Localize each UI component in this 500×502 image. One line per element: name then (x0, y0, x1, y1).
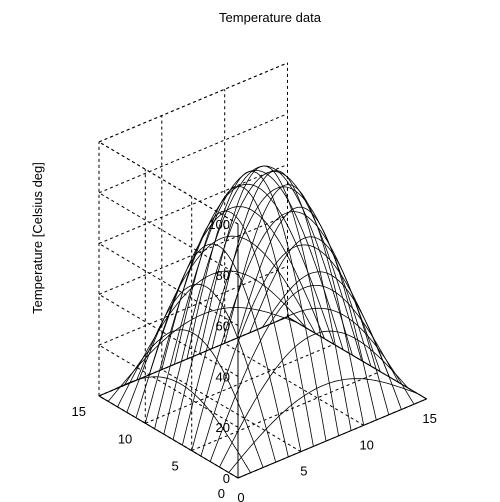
mesh-line-x (148, 243, 289, 457)
x-gridline (224, 342, 364, 426)
mesh-line-x (123, 329, 264, 468)
tick-labels: 0 20 40 60 80 100 0 5 10 15 0 5 10 15 (72, 217, 437, 502)
mesh-line-x (186, 170, 327, 442)
z-tick-label: 40 (216, 369, 230, 384)
y-axis-line (98, 395, 239, 479)
mesh-line-y (107, 307, 297, 402)
z-gridline (98, 164, 288, 244)
x-axis-line (237, 398, 427, 479)
mesh-line-y (117, 270, 307, 408)
x-tick-label: 10 (359, 437, 373, 452)
y-gridline (145, 343, 335, 424)
box-edge (98, 141, 239, 225)
mesh-line-y (154, 169, 344, 429)
floor-edge (287, 316, 427, 400)
z-gridline (98, 243, 239, 327)
mesh-line-y (219, 330, 409, 468)
surface-mesh (98, 165, 427, 479)
mesh-line-y (228, 378, 418, 473)
z-tick-label: 0 (223, 471, 230, 486)
y-tick-label: 0 (218, 486, 225, 501)
mesh-line-y (135, 206, 325, 418)
y-gridline (191, 371, 381, 452)
z-gridline (98, 113, 288, 194)
z-tick-label: 20 (216, 420, 230, 435)
floor-edge (98, 316, 288, 397)
z-axis-label: Temperature [Celsius deg] (30, 162, 45, 314)
z-tick-label: 60 (216, 319, 230, 334)
z-gridline (98, 293, 239, 377)
box-edge (98, 62, 288, 143)
z-tick-label: 80 (216, 268, 230, 283)
chart-title: Temperature data (219, 10, 322, 25)
x-tick-label: 15 (422, 411, 436, 426)
mesh-line-y (144, 183, 335, 424)
x-gridline (161, 369, 302, 453)
z-gridline (98, 192, 239, 276)
y-tick-label: 5 (171, 459, 178, 474)
z-gridline (98, 344, 239, 428)
mesh-line-y (172, 170, 363, 440)
mesh-line-y (163, 165, 353, 435)
mesh-line-y (209, 285, 400, 462)
mesh-line-y (182, 186, 372, 446)
z-tick-label: 100 (208, 217, 230, 232)
x-tick-label: 0 (237, 490, 244, 502)
y-tick-label: 15 (72, 404, 86, 419)
mesh-line-y (200, 244, 390, 457)
mesh-line-x (274, 307, 415, 405)
x-tick-label: 5 (300, 464, 307, 479)
mesh-line-x (211, 170, 352, 431)
mesh-line-y (191, 211, 381, 451)
axes (98, 224, 427, 479)
mesh-line-x (136, 283, 277, 463)
mesh-line-x (224, 184, 365, 426)
y-tick-label: 10 (118, 431, 132, 446)
